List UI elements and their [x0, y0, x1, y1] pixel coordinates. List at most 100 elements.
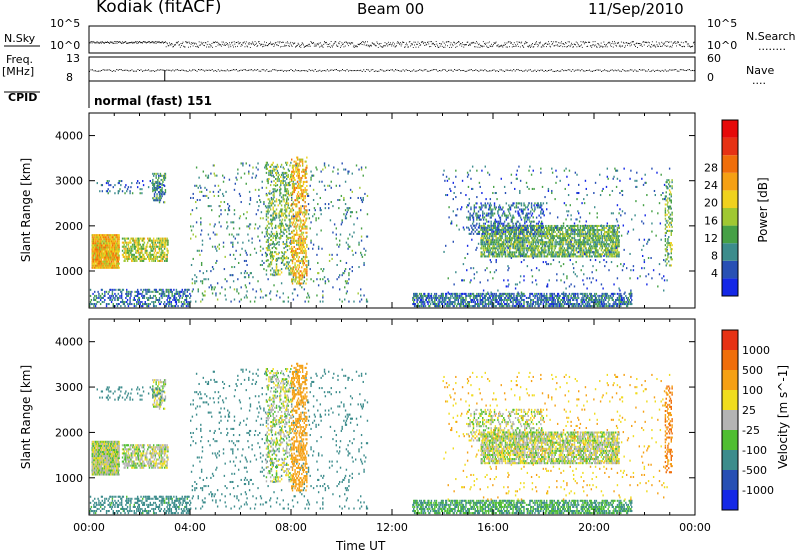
power-cell — [295, 276, 297, 279]
power-cell — [113, 288, 115, 291]
power-cell — [165, 239, 167, 242]
power-cell — [272, 202, 274, 205]
power-cell — [111, 292, 114, 295]
power-cell — [164, 245, 167, 248]
power-cell — [306, 235, 308, 238]
noise-point — [623, 42, 625, 44]
power-cell — [156, 237, 158, 240]
power-cell — [170, 301, 173, 304]
power-cell — [508, 303, 510, 306]
noise-left-label: N.Sky — [4, 32, 36, 45]
power-cell — [301, 193, 304, 196]
power-cell — [291, 245, 293, 248]
freq-point — [288, 70, 290, 72]
power-cell — [529, 294, 531, 297]
noise-point — [632, 41, 634, 43]
noise-point — [265, 45, 267, 47]
power-cell — [266, 259, 268, 262]
power-cell — [104, 256, 106, 259]
power-cell — [163, 201, 166, 204]
power-cell — [123, 247, 125, 250]
power-cell — [104, 260, 107, 263]
power-cell — [154, 180, 157, 183]
noise-point — [338, 42, 339, 44]
power-cell — [300, 189, 302, 192]
power-cell — [115, 248, 117, 251]
power-cell — [94, 258, 97, 261]
power-cell — [158, 176, 160, 179]
power-cell — [101, 240, 104, 243]
power-cell — [310, 278, 312, 281]
power-cell — [366, 300, 369, 303]
power-cell — [143, 303, 146, 306]
power-cell — [485, 294, 487, 297]
power-cell — [328, 253, 331, 256]
power-cell — [233, 209, 236, 212]
power-cell — [211, 245, 214, 248]
noise-point — [317, 43, 319, 45]
power-cell — [351, 249, 353, 252]
noise-point — [476, 41, 477, 43]
power-cell — [118, 240, 120, 243]
power-cell — [222, 245, 225, 248]
power-cell — [296, 280, 299, 283]
noise-point — [649, 42, 651, 44]
power-cell — [173, 288, 175, 291]
power-cell — [307, 203, 310, 206]
power-cell — [102, 240, 104, 243]
power-cell — [294, 223, 296, 226]
power-cell — [414, 303, 417, 306]
power-cell — [161, 189, 163, 192]
noise-point — [525, 41, 527, 43]
noise-point — [412, 43, 413, 45]
power-cell — [104, 252, 107, 255]
power-cell — [482, 301, 485, 304]
power-cell — [107, 242, 109, 245]
freq-point — [158, 69, 160, 71]
power-cell — [292, 237, 295, 240]
freq-point — [310, 70, 312, 72]
power-cell — [221, 286, 223, 289]
power-cell — [237, 241, 239, 244]
noise-point — [169, 43, 171, 45]
noise-point — [693, 41, 695, 43]
power-cell — [300, 178, 302, 181]
noise-point — [95, 42, 96, 44]
power-cell — [166, 257, 168, 260]
power-cell — [267, 205, 269, 208]
power-cell — [338, 207, 340, 210]
power-cell — [186, 288, 189, 291]
noise-point — [380, 42, 382, 44]
freq-point — [273, 69, 275, 71]
power-cell — [312, 174, 314, 177]
power-cell — [95, 250, 98, 253]
noise-point — [656, 44, 658, 46]
power-cell — [290, 259, 292, 262]
freq-point — [266, 69, 268, 71]
noise-point — [662, 45, 663, 47]
power-cell — [296, 223, 299, 226]
power-cell — [301, 174, 304, 177]
power-cell — [126, 288, 128, 291]
power-cell — [125, 241, 127, 244]
power-cell — [214, 184, 216, 187]
power-cell — [139, 188, 141, 191]
noise-point — [630, 42, 632, 44]
power-cell — [151, 249, 153, 252]
power-cell — [498, 305, 501, 308]
power-cell — [214, 233, 216, 236]
noise-point — [573, 46, 574, 48]
power-cell — [91, 240, 93, 243]
noise-point — [439, 42, 440, 44]
power-cell — [280, 214, 283, 217]
noise-point — [136, 42, 137, 44]
power-cell — [291, 166, 294, 169]
power-cell — [292, 189, 295, 192]
power-cell — [297, 219, 300, 222]
power-cell — [126, 190, 128, 193]
freq-point — [117, 69, 119, 71]
power-cell — [277, 273, 279, 276]
power-cell — [226, 280, 228, 283]
power-cell — [322, 168, 324, 171]
noise-point — [224, 43, 226, 45]
